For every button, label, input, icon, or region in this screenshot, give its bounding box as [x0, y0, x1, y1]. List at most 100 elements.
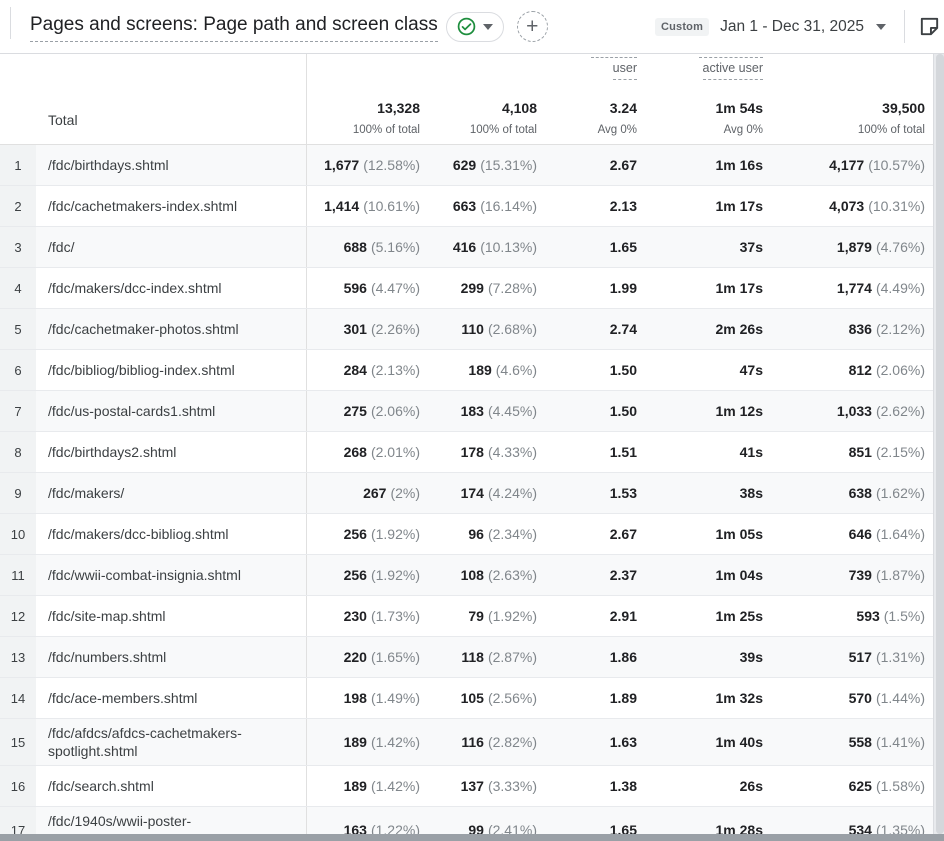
- views-per-user-cell: 2.91: [609, 608, 637, 624]
- active-users-header[interactable]: [420, 54, 537, 91]
- row-number: 7: [0, 391, 36, 431]
- table-row: 14 /fdc/ace-members.shtml 198 (1.49%) 105…: [0, 678, 944, 719]
- engagement-time-cell: 1m 40s: [715, 734, 763, 750]
- page-path: /fdc/us-postal-cards1.shtml: [36, 391, 307, 431]
- event-count-cell: 1,033 (2.62%): [836, 403, 925, 419]
- row-number: 11: [0, 555, 36, 595]
- views-per-user-cell: 1.89: [609, 690, 637, 706]
- page-path: /fdc/site-map.shtml: [36, 596, 307, 636]
- views-cell: 268 (2.01%): [343, 444, 420, 460]
- row-number: 12: [0, 596, 36, 636]
- vertical-scrollbar[interactable]: [933, 54, 944, 834]
- event-count-cell: 517 (1.31%): [848, 649, 925, 665]
- active-users-cell: 299 (7.28%): [460, 280, 537, 296]
- page-path: /fdc/numbers.shtml: [36, 637, 307, 677]
- row-number: 15: [0, 719, 36, 765]
- page-path: /fdc/: [36, 227, 307, 267]
- engagement-time-cell: 1m 16s: [715, 157, 763, 173]
- insights-panel-button[interactable]: [918, 15, 944, 38]
- horizontal-scrollbar-thumb[interactable]: [0, 834, 944, 841]
- page-path: /fdc/makers/dcc-bibliog.shtml: [36, 514, 307, 554]
- row-number: 1: [0, 145, 36, 185]
- table-row: 3 /fdc/ 688 (5.16%) 416 (10.13%) 1.65 37s …: [0, 227, 944, 268]
- data-quality-button[interactable]: [445, 11, 504, 42]
- date-range-picker[interactable]: Custom Jan 1 - Dec 31, 2025: [654, 17, 886, 36]
- active-users-cell: 108 (2.63%): [460, 567, 537, 583]
- totals-event-count: 39,500 100% of total: [763, 91, 925, 144]
- views-cell: 267 (2%): [363, 485, 420, 501]
- views-cell: 256 (1.92%): [343, 526, 420, 542]
- active-users-cell: 79 (1.92%): [468, 608, 537, 624]
- row-number: 14: [0, 678, 36, 718]
- totals-row: Total 13,328 100% of total 4,108 100% of…: [0, 91, 944, 145]
- plus-icon: +: [526, 14, 539, 38]
- views-per-user-cell: 1.86: [609, 649, 637, 665]
- views-per-user-header[interactable]: user: [537, 54, 637, 91]
- event-count-header[interactable]: [763, 54, 925, 91]
- table-row: 9 /fdc/makers/ 267 (2%) 174 (4.24%) 1.53 3…: [0, 473, 944, 514]
- views-header[interactable]: [307, 54, 420, 91]
- table-row: 6 /fdc/bibliog/bibliog-index.shtml 284 (2…: [0, 350, 944, 391]
- row-number: 6: [0, 350, 36, 390]
- totals-views-value: 13,328: [377, 100, 420, 116]
- event-count-cell: 4,073 (10.31%): [829, 198, 925, 214]
- table-row: 2 /fdc/cachetmakers-index.shtml 1,414 (10…: [0, 186, 944, 227]
- views-per-user-header-label[interactable]: user: [612, 61, 637, 80]
- add-comparison-button[interactable]: +: [516, 11, 548, 42]
- views-cell: 189 (1.42%): [343, 778, 420, 794]
- views-per-user-cell: 2.37: [609, 567, 637, 583]
- engagement-time-cell: 38s: [739, 485, 763, 501]
- views-per-user-cell: 1.50: [609, 403, 637, 419]
- active-users-cell: 183 (4.45%): [460, 403, 537, 419]
- active-users-cell: 105 (2.56%): [460, 690, 537, 706]
- engagement-time-header-label[interactable]: active user: [702, 61, 763, 80]
- page-path: /fdc/makers/: [36, 473, 307, 513]
- table-body: 1 /fdc/birthdays.shtml 1,677 (12.58%) 629…: [0, 145, 944, 841]
- vertical-scrollbar-thumb[interactable]: [936, 54, 944, 834]
- views-cell: 189 (1.42%): [343, 734, 420, 750]
- engagement-time-cell: 1m 17s: [715, 280, 763, 296]
- page-path: /fdc/search.shtml: [36, 766, 307, 806]
- totals-active-users-value: 4,108: [501, 100, 537, 116]
- engagement-time-cell: 2m 26s: [715, 321, 763, 337]
- event-count-cell: 812 (2.06%): [848, 362, 925, 378]
- engagement-time-cell: 47s: [739, 362, 763, 378]
- views-per-user-cell: 2.13: [609, 198, 637, 214]
- event-count-cell: 1,774 (4.49%): [836, 280, 925, 296]
- active-users-cell: 96 (2.34%): [468, 526, 537, 542]
- totals-views-per-user: 3.24 Avg 0%: [537, 91, 637, 144]
- views-per-user-cell: 1.99: [609, 280, 637, 296]
- row-number: 2: [0, 186, 36, 226]
- report-title[interactable]: Pages and screens: Page path and screen …: [30, 14, 438, 42]
- views-cell: 1,677 (12.58%): [324, 157, 420, 173]
- table-column-headers: user active user: [0, 54, 944, 91]
- page-path: /fdc/afdcs/afdcs-cachetmakers- spotlight…: [36, 719, 307, 765]
- row-number: 5: [0, 309, 36, 349]
- engagement-time-cell: 1m 32s: [715, 690, 763, 706]
- active-users-cell: 174 (4.24%): [460, 485, 537, 501]
- totals-views-per-user-sub: Avg 0%: [597, 124, 637, 136]
- active-users-cell: 189 (4.6%): [468, 362, 537, 378]
- views-per-user-cell: 1.50: [609, 362, 637, 378]
- engagement-time-cell: 1m 04s: [715, 567, 763, 583]
- active-users-cell: 116 (2.82%): [461, 734, 537, 750]
- horizontal-scrollbar[interactable]: [0, 834, 944, 841]
- totals-active-users-sub: 100% of total: [469, 124, 537, 136]
- event-count-cell: 593 (1.5%): [856, 608, 925, 624]
- active-users-cell: 629 (15.31%): [452, 157, 537, 173]
- engagement-time-cell: 41s: [739, 444, 763, 460]
- report-header: Pages and screens: Page path and screen …: [0, 0, 944, 53]
- event-count-cell: 570 (1.44%): [848, 690, 925, 706]
- note-icon: [918, 15, 941, 38]
- date-range-value: Jan 1 - Dec 31, 2025: [720, 17, 864, 35]
- totals-views: 13,328 100% of total: [307, 91, 420, 144]
- event-count-cell: 646 (1.64%): [848, 526, 925, 542]
- engagement-time-header[interactable]: active user: [637, 54, 763, 91]
- row-number: 4: [0, 268, 36, 308]
- engagement-time-cell: 1m 25s: [715, 608, 763, 624]
- event-count-cell: 739 (1.87%): [848, 567, 925, 583]
- table-row: 15 /fdc/afdcs/afdcs-cachetmakers- spotli…: [0, 719, 944, 766]
- totals-engagement-time-value: 1m 54s: [715, 100, 763, 116]
- table-row: 13 /fdc/numbers.shtml 220 (1.65%) 118 (2.8…: [0, 637, 944, 678]
- views-per-user-cell: 2.74: [609, 321, 637, 337]
